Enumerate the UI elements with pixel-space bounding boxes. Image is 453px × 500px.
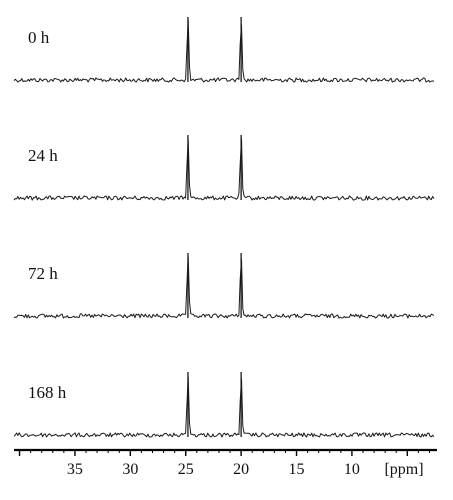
- spectrum-line-72h: [13, 256, 435, 319]
- x-tick-label: 30: [122, 461, 138, 478]
- spectra-group: 0 h 24 h 72 h 168 h: [13, 17, 435, 438]
- spectrum-line-24h: [13, 138, 435, 201]
- series-label: 72 h: [28, 264, 58, 283]
- x-axis-label: [ppm]: [384, 461, 423, 478]
- x-tick-label: 25: [178, 461, 194, 478]
- series-label: 168 h: [28, 383, 67, 402]
- series-label: 0 h: [28, 28, 50, 47]
- x-tick-label: 35: [67, 461, 83, 478]
- series-label: 24 h: [28, 146, 58, 165]
- spectrum-line-168h: [13, 376, 435, 438]
- x-tick-label: 10: [344, 461, 360, 478]
- x-axis: 35 30 25 20 15 10 [ppm]: [14, 448, 437, 478]
- x-tick-label: 15: [289, 461, 305, 478]
- spectrum-line-0h: [13, 19, 435, 83]
- x-tick-label: 20: [233, 461, 249, 478]
